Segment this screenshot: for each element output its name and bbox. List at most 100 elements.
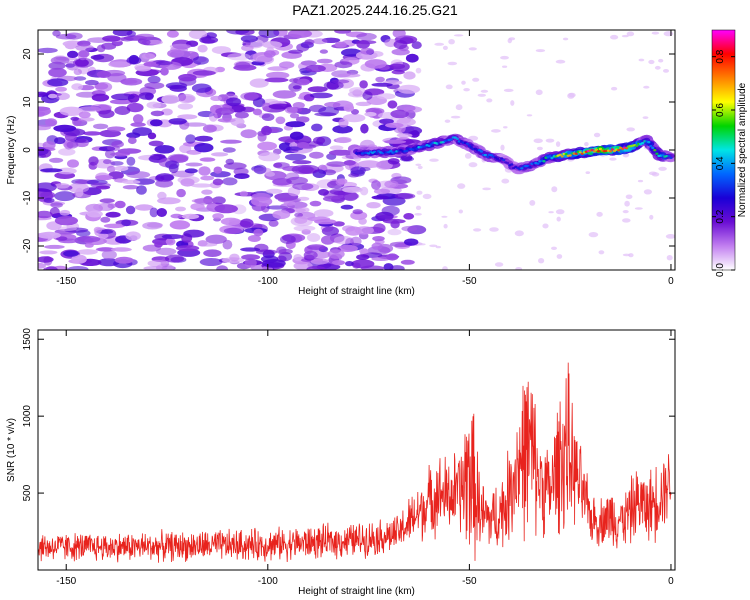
noise-blob	[192, 70, 216, 76]
noise-blob	[190, 203, 205, 211]
noise-blob	[75, 44, 94, 52]
noise-blob	[266, 71, 290, 79]
noise-blob	[500, 55, 509, 60]
noise-blob	[343, 191, 358, 202]
signal-blob	[578, 151, 582, 154]
noise-blob	[150, 119, 163, 127]
noise-blob	[364, 112, 377, 117]
noise-blob	[262, 102, 272, 112]
noise-blob	[38, 231, 61, 239]
noise-blob	[611, 86, 618, 91]
noise-blob	[197, 242, 218, 247]
noise-blob	[252, 97, 266, 108]
colorbar-tick-label: 0.2	[715, 209, 726, 223]
noise-blob	[444, 119, 451, 123]
noise-blob	[535, 49, 546, 53]
snr-series-line	[38, 362, 672, 563]
noise-blob	[313, 250, 331, 259]
noise-blob	[177, 114, 198, 120]
spec-ytick-label: 0	[22, 147, 33, 153]
noise-blob	[54, 216, 78, 226]
signal-blob	[548, 155, 552, 158]
noise-blob	[272, 90, 297, 99]
noise-blob	[264, 77, 289, 83]
noise-blob	[555, 141, 561, 147]
noise-blob	[366, 202, 381, 209]
noise-blob	[275, 116, 286, 125]
noise-blob	[106, 165, 116, 173]
signal-blob	[429, 143, 433, 146]
noise-blob	[443, 223, 448, 229]
signal-blob	[415, 147, 419, 150]
snr-ytick-label: 1500	[22, 328, 33, 351]
signal-blob	[389, 149, 393, 153]
noise-blob	[283, 200, 296, 206]
noise-blob	[148, 140, 164, 147]
signal-blob	[498, 159, 502, 162]
noise-blob	[442, 45, 448, 51]
noise-blob	[501, 178, 510, 184]
noise-blob	[107, 203, 117, 209]
noise-blob	[400, 156, 414, 162]
noise-blob	[371, 180, 381, 190]
noise-blob	[71, 83, 84, 91]
noise-blob	[649, 214, 654, 220]
noise-blob	[403, 213, 415, 220]
noise-blob	[280, 234, 296, 244]
noise-blob	[292, 102, 305, 109]
noise-blob	[136, 33, 155, 39]
noise-blob	[332, 260, 345, 266]
noise-blob	[154, 241, 163, 248]
noise-blob	[297, 142, 310, 149]
noise-blob	[215, 107, 235, 115]
noise-blob	[199, 258, 223, 266]
signal-blob	[490, 154, 494, 157]
noise-blob	[125, 205, 136, 215]
noise-blob	[93, 123, 109, 130]
noise-blob	[397, 84, 421, 94]
noise-blob	[389, 63, 406, 70]
noise-blob	[333, 221, 345, 227]
noise-blob	[211, 152, 229, 157]
noise-blob	[63, 250, 79, 257]
noise-blob	[494, 262, 504, 267]
signal-blob	[669, 156, 673, 160]
signal-blob	[455, 137, 459, 140]
noise-blob	[146, 101, 162, 109]
noise-blob	[268, 219, 279, 227]
noise-blob	[94, 82, 109, 90]
noise-blob	[38, 210, 53, 219]
noise-blob	[638, 58, 645, 62]
noise-blob	[144, 82, 165, 90]
noise-blob	[376, 93, 396, 100]
noise-blob	[507, 38, 512, 44]
noise-blob	[126, 171, 151, 179]
signal-blob	[550, 156, 554, 160]
noise-blob	[166, 30, 179, 38]
noise-blob	[429, 244, 438, 248]
noise-blob	[429, 158, 439, 162]
noise-blob	[56, 167, 77, 175]
noise-blob	[663, 31, 674, 37]
noise-blob	[184, 168, 198, 174]
noise-blob	[503, 88, 514, 92]
noise-blob	[415, 67, 422, 74]
signal-blob	[465, 142, 469, 145]
noise-blob	[384, 180, 399, 189]
spec-ytick-label: 20	[22, 48, 33, 60]
signal-blob	[469, 146, 473, 149]
noise-blob	[177, 93, 196, 104]
noise-blob	[126, 56, 142, 65]
noise-blob	[90, 104, 112, 111]
noise-blob	[67, 266, 89, 270]
noise-blob	[295, 206, 310, 214]
noise-blob	[472, 77, 480, 82]
noise-blob	[551, 186, 558, 193]
noise-blob	[53, 124, 77, 132]
noise-blob	[169, 43, 192, 50]
noise-blob	[269, 128, 280, 133]
noise-blob	[555, 209, 565, 215]
noise-blob	[637, 179, 644, 183]
noise-blob	[551, 246, 557, 250]
